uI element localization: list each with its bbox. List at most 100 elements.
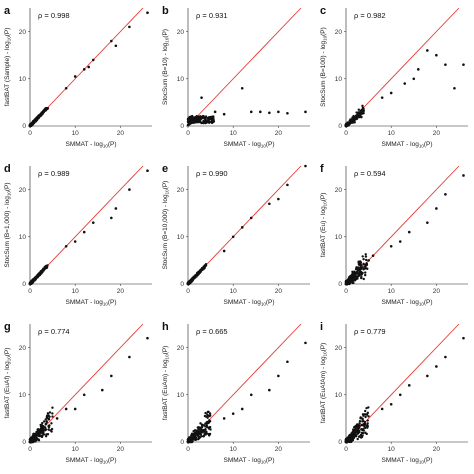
reference-line [29, 165, 144, 285]
y-tick-label: 20 [177, 345, 185, 352]
y-tick-label: 10 [177, 234, 185, 241]
scatter-point [355, 113, 359, 117]
scatter-point [207, 421, 210, 425]
scatter-point [39, 269, 43, 273]
scatter-point [222, 249, 226, 253]
x-tick-label: 20 [275, 288, 283, 295]
scatter-point [249, 393, 253, 397]
scatter-point [188, 122, 192, 125]
scatter-point [187, 117, 190, 120]
scatter-point [362, 268, 365, 271]
scatter-point [354, 277, 358, 280]
scatter-point [359, 262, 362, 266]
scatter-point [55, 417, 59, 420]
x-tick-label: 0 [344, 288, 348, 295]
scatter-point [82, 230, 86, 234]
scatter-point [353, 270, 356, 273]
scatter-point [203, 432, 206, 435]
scatter-point [49, 429, 52, 432]
y-tick-label: 10 [335, 234, 343, 241]
scatter-point [364, 271, 367, 274]
scatter-point [351, 428, 355, 431]
y-tick-label: 0 [180, 281, 184, 288]
scatter-point [366, 422, 369, 425]
scatter-point [37, 115, 41, 119]
x-tick-label: 0 [28, 288, 32, 295]
y-tick-label: 10 [177, 392, 185, 399]
scatter-point [40, 430, 43, 434]
scatter-point [197, 437, 200, 441]
y-tick-label: 20 [335, 29, 343, 36]
y-tick-label: 20 [177, 29, 185, 36]
scatter-point [352, 434, 355, 437]
scatter-point [205, 425, 209, 429]
scatter-point [40, 434, 44, 437]
scatter-point [42, 426, 45, 429]
rho-annotation: ρ = 0.989 [38, 169, 70, 178]
panel-letter: a [4, 5, 11, 17]
scatter-point [50, 427, 54, 431]
y-tick-label: 0 [338, 439, 342, 446]
panel-letter: h [162, 321, 169, 333]
scatter-point [100, 388, 104, 392]
scatter-point [362, 277, 365, 281]
scatter-point [207, 121, 211, 124]
scatter-point [207, 410, 210, 414]
scatter-points [344, 174, 465, 286]
y-tick-label: 0 [180, 439, 184, 446]
scatter-point [128, 25, 131, 29]
scatter-point [64, 86, 68, 90]
scatter-point [407, 230, 411, 234]
scatter-point [416, 68, 420, 71]
scatter-point [389, 91, 393, 95]
scatter-point [212, 115, 215, 118]
scatter-point [360, 431, 364, 435]
scatter-point [33, 435, 36, 438]
x-tick-label: 10 [230, 288, 238, 295]
scatter-point [349, 440, 353, 444]
scatter-point [360, 275, 363, 279]
scatter-point [362, 110, 365, 113]
scatter-point [362, 262, 365, 266]
scatter-point [444, 193, 447, 196]
x-tick-label: 20 [433, 446, 441, 453]
scatter-point [268, 388, 271, 392]
scatter-point [204, 411, 207, 415]
scatter-point [462, 63, 465, 66]
scatter-point [37, 430, 41, 434]
scatter-point [249, 216, 253, 220]
scatter-point [380, 407, 384, 411]
scatter-point [114, 44, 118, 48]
scatter-point [444, 355, 447, 359]
scatter-point [277, 197, 280, 201]
scatter-point [82, 393, 86, 397]
scatter-point [361, 106, 365, 109]
scatter-point [110, 374, 113, 378]
scatter-point [361, 104, 364, 108]
scatter-point [204, 415, 208, 418]
scatter-point [407, 384, 411, 387]
scatter-point [199, 422, 202, 425]
scatter-point [357, 428, 360, 432]
scatter-point [412, 77, 416, 81]
scatter-point [202, 119, 205, 123]
rho-annotation: ρ = 0.990 [196, 169, 228, 178]
scatter-point [212, 120, 216, 123]
scatter-point [128, 188, 131, 191]
scatter-point [345, 124, 348, 127]
x-tick-label: 10 [388, 130, 396, 137]
scatter-point [192, 275, 196, 279]
scatter-point [82, 68, 86, 71]
panel-letter: b [162, 5, 169, 17]
scatter-point [198, 435, 201, 439]
scatter-point [207, 434, 211, 437]
x-axis-label: SMMAT - log10(P) [223, 299, 274, 307]
scatter-point [426, 221, 429, 224]
scatter-point [188, 115, 192, 119]
scatter-point [365, 263, 368, 266]
scatter-point [110, 216, 113, 220]
x-tick-label: 10 [72, 446, 80, 453]
scatter-point [51, 412, 54, 415]
